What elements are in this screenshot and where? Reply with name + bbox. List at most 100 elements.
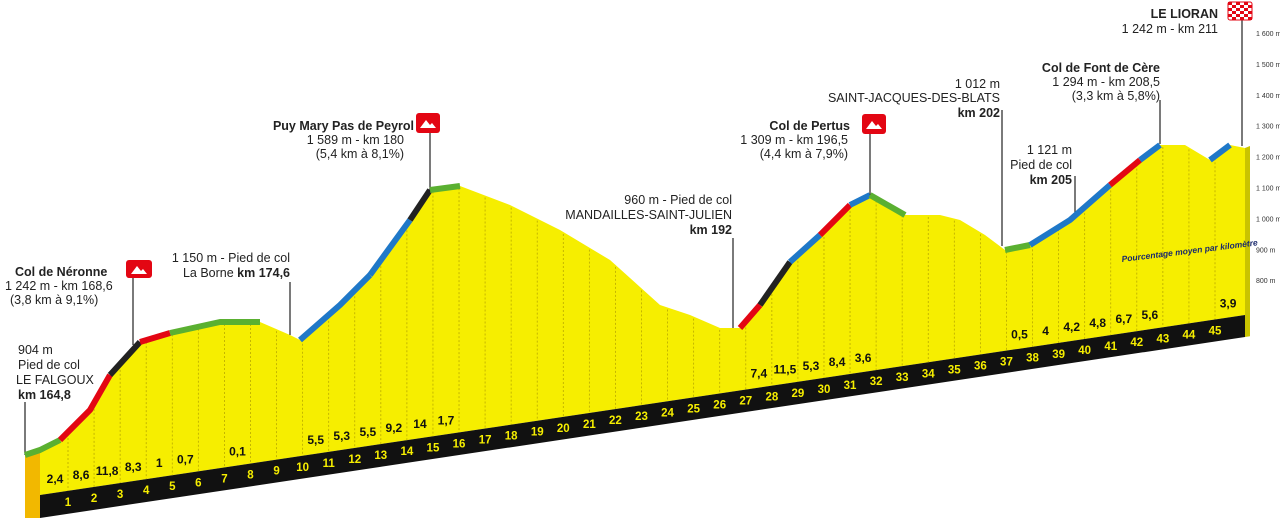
- label: km 174,6: [237, 266, 290, 280]
- finish-flag: [1227, 1, 1253, 21]
- label: MANDAILLES-SAINT-JULIEN: [565, 208, 732, 222]
- annotations: Col de Néronne 1 242 m - km 168,6 (3,8 k…: [5, 1, 1258, 455]
- climb-segment: [787, 232, 823, 265]
- label: (3,8 km à 9,1%): [10, 293, 98, 307]
- km-label: 29: [792, 388, 805, 400]
- climb-segment: [407, 188, 433, 222]
- overlays: 1 600 m 1 500 m 1 400 m 1 300 m 1 200 m 1 100…: [24, 31, 1280, 458]
- climb-segment: [107, 339, 143, 378]
- km-label: 27: [739, 396, 752, 408]
- climb-segment: [169, 319, 260, 336]
- gradient-label: 7,4: [750, 367, 767, 381]
- label: Puy Mary Pas de Peyrol: [273, 119, 414, 133]
- km-label: 32: [870, 376, 883, 388]
- label: Pied de col: [18, 358, 80, 372]
- km-label: 17: [479, 435, 492, 447]
- km-label: 44: [1183, 329, 1196, 341]
- km-label: 23: [635, 411, 648, 423]
- flag-icon: [420, 120, 436, 128]
- label: (3,3 km à 5,8%): [1072, 89, 1160, 103]
- flag-icon: [131, 266, 147, 274]
- label: 1 589 m - km 180: [307, 133, 404, 147]
- label: 1 242 m - km 168,6: [5, 279, 113, 293]
- km-label: 11: [323, 458, 336, 470]
- altitude-tick: 1 200 m: [1256, 155, 1280, 162]
- climb-segment: [367, 218, 413, 277]
- climb-segment: [24, 437, 62, 458]
- gradient-label: 8,6: [73, 468, 90, 482]
- label: km 202: [958, 106, 1000, 120]
- climb-segment: [737, 303, 763, 330]
- gradient-label: 8,3: [125, 460, 142, 474]
- km-label: 22: [609, 415, 622, 427]
- label: 1 309 m - km 196,5: [740, 133, 848, 147]
- km-label: 1: [65, 497, 72, 509]
- profile: 1 2 3 4 5 6 7 8 9 10 11 12 13 14 15 16 17 18 19 20 21 22 23 24 2…: [25, 145, 1250, 518]
- label: 960 m - Pied de col: [624, 193, 732, 207]
- km-label: 35: [948, 364, 961, 376]
- gradient-label: 5,5: [307, 433, 324, 447]
- climb-segment: [1138, 142, 1162, 163]
- gradient-label: 14: [413, 417, 427, 431]
- km-label: 40: [1078, 345, 1091, 357]
- km-label: 13: [374, 450, 387, 462]
- km-label: 25: [687, 403, 700, 415]
- altitude-tick: 1 600 m: [1256, 31, 1280, 38]
- km-label: 14: [400, 446, 413, 458]
- km-label: 30: [818, 384, 831, 396]
- km-label: 9: [273, 466, 279, 478]
- km-label: 8: [247, 470, 254, 482]
- altitude-tick: 1 400 m: [1256, 93, 1280, 100]
- km-label: 26: [713, 399, 726, 411]
- label: km 192: [690, 223, 732, 237]
- km-label: 39: [1052, 349, 1065, 361]
- label: LE FALGOUX: [16, 373, 94, 387]
- gradient-label: 4: [1042, 324, 1049, 338]
- gradient-label: 5,3: [333, 429, 350, 443]
- gradient-label: 5,3: [803, 359, 820, 373]
- label: km 205: [1030, 173, 1072, 187]
- gradient-label: 9,2: [386, 421, 403, 435]
- altitude-tick: 800 m: [1256, 278, 1276, 285]
- label: 1 012 m: [955, 77, 1000, 91]
- altitude-tick: 900 m: [1256, 247, 1276, 254]
- label: 904 m: [18, 343, 53, 357]
- km-label: 33: [896, 372, 909, 384]
- gradient-label: 3,9: [1220, 297, 1237, 311]
- left-face: [25, 450, 40, 518]
- climb-segment: [1028, 182, 1112, 248]
- km-label: 42: [1130, 337, 1143, 349]
- gradient-label: 2,4: [47, 472, 64, 486]
- km-band: [40, 315, 1245, 518]
- gradient-label: 8,4: [829, 355, 846, 369]
- climb-segment: [757, 260, 793, 307]
- km-label: 2: [91, 493, 97, 505]
- label: 1 294 m - km 208,5: [1052, 75, 1160, 89]
- label: 1 121 m: [1027, 143, 1072, 157]
- climb-segment: [817, 202, 853, 238]
- label: (4,4 km à 7,9%): [760, 147, 848, 161]
- km-label: 36: [974, 361, 987, 373]
- climb-segment: [139, 330, 171, 345]
- gradient-label: 0,5: [1011, 328, 1028, 342]
- altitude-tick: 1 500 m: [1256, 62, 1280, 69]
- right-face: [1245, 146, 1250, 337]
- gradient-label: 0,7: [177, 452, 194, 466]
- climb-segment: [848, 192, 872, 208]
- km-label: 19: [531, 427, 544, 439]
- km-label: 7: [221, 473, 227, 485]
- profile-area: [40, 145, 1245, 495]
- label: Col de Font de Cère: [1042, 61, 1160, 75]
- label: La Borne: [183, 266, 234, 280]
- km-label: 43: [1156, 333, 1169, 345]
- gradient-label: 5,6: [1142, 308, 1159, 322]
- km-label: 12: [348, 454, 361, 466]
- label: Col de Pertus: [769, 119, 850, 133]
- label: 1 242 m - km 211: [1122, 22, 1218, 36]
- km-label: 5: [169, 481, 176, 493]
- climb-segment: [57, 373, 113, 443]
- km-label: 37: [1000, 357, 1013, 369]
- km-label: 4: [143, 485, 150, 497]
- km-label: 28: [765, 392, 778, 404]
